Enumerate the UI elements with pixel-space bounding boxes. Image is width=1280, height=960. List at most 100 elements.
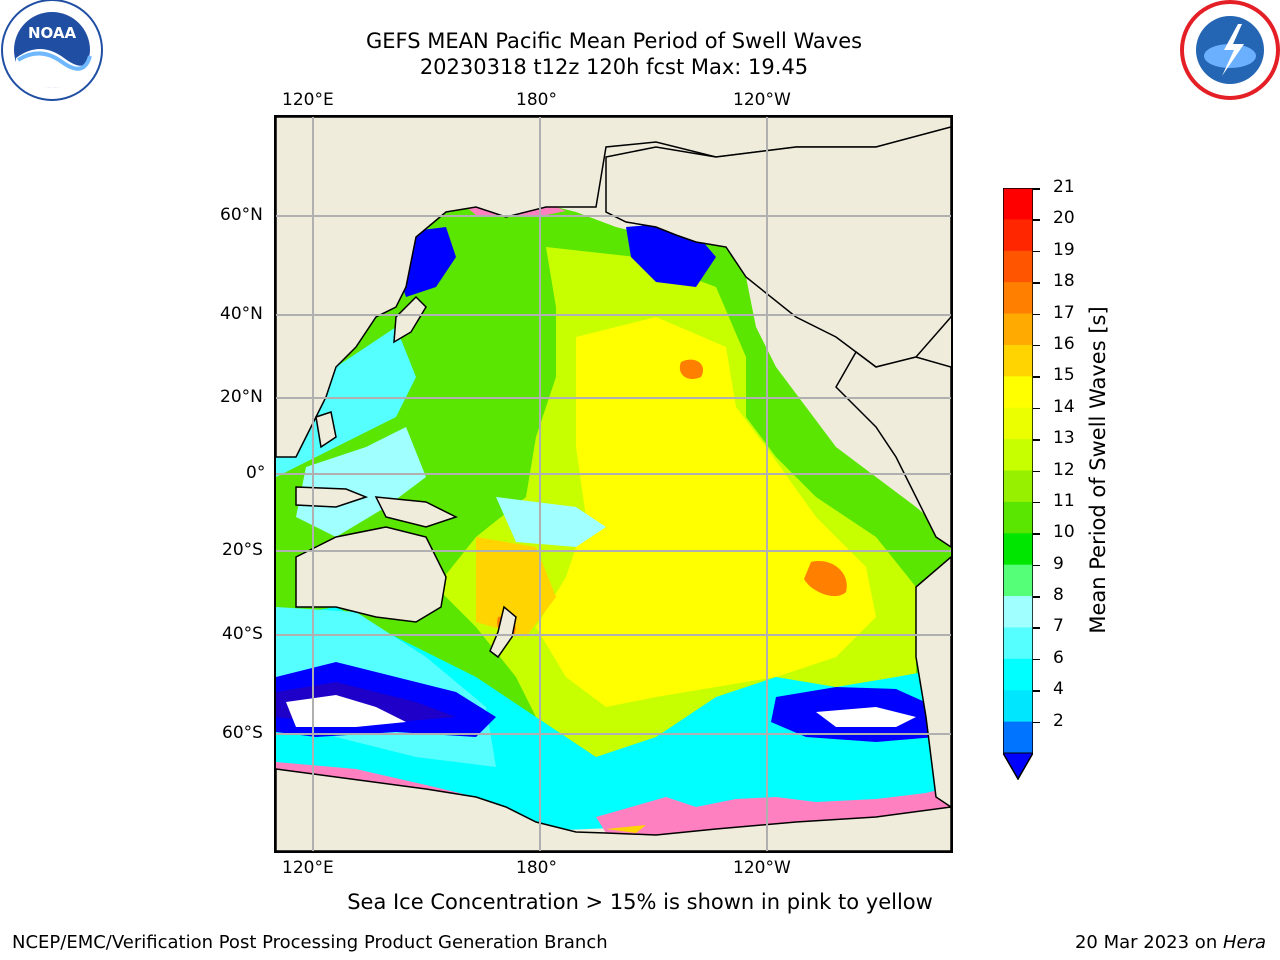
gridlines xyxy=(276,117,951,851)
lat-label-60n: 60°N xyxy=(220,205,263,225)
colorbar-segment xyxy=(1003,564,1033,597)
land-new-zealand xyxy=(489,605,517,659)
colorbar-segment xyxy=(1003,690,1033,723)
top-lon-label-2: 180° xyxy=(516,90,557,110)
colorbar-tick-label: 12 xyxy=(1053,459,1075,480)
colorbar-segment xyxy=(1003,344,1033,377)
noaa-logo-icon: NOAA xyxy=(1,0,103,101)
colorbar-tick-label: 20 xyxy=(1053,208,1075,229)
generation-date-text: 20 Mar 2023 on xyxy=(1074,932,1223,953)
swell-max-north xyxy=(679,359,704,380)
southern-ocean-cyan xyxy=(276,607,951,832)
lat-label-20n: 20°N xyxy=(220,387,263,407)
colorbar-tick-label: 21 xyxy=(1053,177,1075,197)
colorbar-tick-mark xyxy=(1033,658,1040,661)
colorbar-tick-label: 6 xyxy=(1053,647,1064,668)
land-americas xyxy=(835,350,951,548)
colorbar-tick-label: 4 xyxy=(1053,679,1064,700)
colorbar-tick-mark xyxy=(1033,596,1040,598)
sea-ice-note: Sea Ice Concentration > 15% is shown in … xyxy=(347,890,933,914)
colorbar-tick-mark xyxy=(1033,564,1040,567)
lat-label-60s: 60°S xyxy=(222,723,263,743)
colorbar-segment xyxy=(1003,250,1033,283)
land-masses xyxy=(276,117,951,851)
colorbar-tick-label: 14 xyxy=(1053,396,1075,417)
colorbar-tick-mark xyxy=(1033,219,1040,221)
colorbar-tick-label: 9 xyxy=(1053,553,1064,574)
lat-label-40n: 40°N xyxy=(220,304,263,324)
ice-white-west xyxy=(286,695,406,727)
colorbar-tick-mark xyxy=(1033,439,1040,441)
producer-credit: NCEP/EMC/Verification Post Processing Pr… xyxy=(12,932,608,953)
map-title-line2: 20230318 t12z 120h fcst Max: 19.45 xyxy=(419,55,809,79)
land-philippines xyxy=(315,411,337,449)
colorbar-tick-label: 19 xyxy=(1053,239,1075,260)
colorbar-segment xyxy=(1003,282,1033,315)
ice-white-east xyxy=(816,707,916,727)
colorbar-tick-label: 15 xyxy=(1053,365,1075,386)
colorbar-segment xyxy=(1003,219,1033,252)
colorbar-tick-mark xyxy=(1033,376,1040,378)
colorbar-tick-label: 10 xyxy=(1053,522,1075,543)
colorbar-segment xyxy=(1003,721,1033,754)
land-alaska-canada xyxy=(605,126,951,368)
colorbar-tick-mark xyxy=(1033,250,1040,253)
swell-region-9s-west xyxy=(296,427,426,537)
colorbar-tick-label: 18 xyxy=(1053,271,1075,292)
colorbar-tick-mark xyxy=(1033,470,1040,472)
colorbar-segment xyxy=(1003,188,1033,220)
colorbar-segment xyxy=(1003,533,1033,566)
bottom-lon-label-1: 120°E xyxy=(282,858,334,878)
top-lon-label-1: 120°E xyxy=(282,90,334,110)
colorbar-tick-label: 8 xyxy=(1053,585,1064,606)
colorbar-segment xyxy=(1003,596,1033,628)
colorbar-segment xyxy=(1003,658,1033,691)
colorbar-tick-mark xyxy=(1033,690,1040,692)
colorbar-tick-label: 17 xyxy=(1053,302,1075,323)
colorbar-tick-mark xyxy=(1033,721,1040,724)
colorbar-tick-mark xyxy=(1033,313,1040,316)
swell-region-8s-west xyxy=(276,327,416,477)
nws-logo-icon xyxy=(1180,0,1280,100)
colorbar-segment xyxy=(1003,407,1033,440)
generation-date: 20 Mar 2023 on Hera xyxy=(1075,932,1266,953)
colorbar-tick-label: 13 xyxy=(1053,428,1075,449)
machine-name: Hera xyxy=(1222,932,1266,953)
land-japan xyxy=(393,295,427,344)
colorbar-tick-label: 2 xyxy=(1053,710,1064,731)
svg-text:NOAA: NOAA xyxy=(28,24,77,42)
bottom-lon-label-2: 180° xyxy=(516,858,557,878)
colorbar-tick-label: 7 xyxy=(1053,616,1064,637)
colorbar-segment xyxy=(1003,470,1033,503)
map-title-line1: GEFS MEAN Pacific Mean Period of Swell W… xyxy=(365,29,863,53)
lat-label-20s: 20°S xyxy=(222,540,263,560)
colorbar-segment xyxy=(1003,439,1033,471)
colorbar-tick-mark xyxy=(1033,533,1040,535)
colorbar-tick-mark xyxy=(1033,627,1040,629)
colorbar xyxy=(1003,188,1033,780)
land-antarctica xyxy=(276,768,951,851)
colorbar-tick-label: 11 xyxy=(1053,490,1075,511)
colorbar-tick-mark xyxy=(1033,344,1040,347)
ice-band-ross xyxy=(596,787,951,835)
colorbar-tick-mark xyxy=(1033,501,1040,504)
land-new-guinea xyxy=(374,496,458,528)
land-south-america xyxy=(915,556,951,808)
lat-label-equator: 0° xyxy=(246,463,266,483)
colorbar-tick-label: 16 xyxy=(1053,333,1075,354)
ice-band-ross-yellow xyxy=(606,825,646,833)
colorbar-tick-mark xyxy=(1033,188,1040,190)
swell-period-map xyxy=(274,115,953,853)
top-lon-label-3: 120°W xyxy=(733,90,791,110)
colorbar-extend-arrow xyxy=(1003,752,1033,780)
swell-region-15s xyxy=(536,317,876,707)
swell-max-east xyxy=(804,561,847,597)
colorbar-segment xyxy=(1003,501,1033,534)
colorbar-segment xyxy=(1003,313,1033,346)
colorbar-tick-mark xyxy=(1033,282,1040,284)
swell-region-16s-sw xyxy=(476,537,556,637)
bottom-lon-label-3: 120°W xyxy=(733,858,791,878)
colorbar-label: Mean Period of Swell Waves [s] xyxy=(1086,306,1110,634)
swell-region-9s-central xyxy=(496,497,606,547)
map-canvas xyxy=(276,117,951,851)
